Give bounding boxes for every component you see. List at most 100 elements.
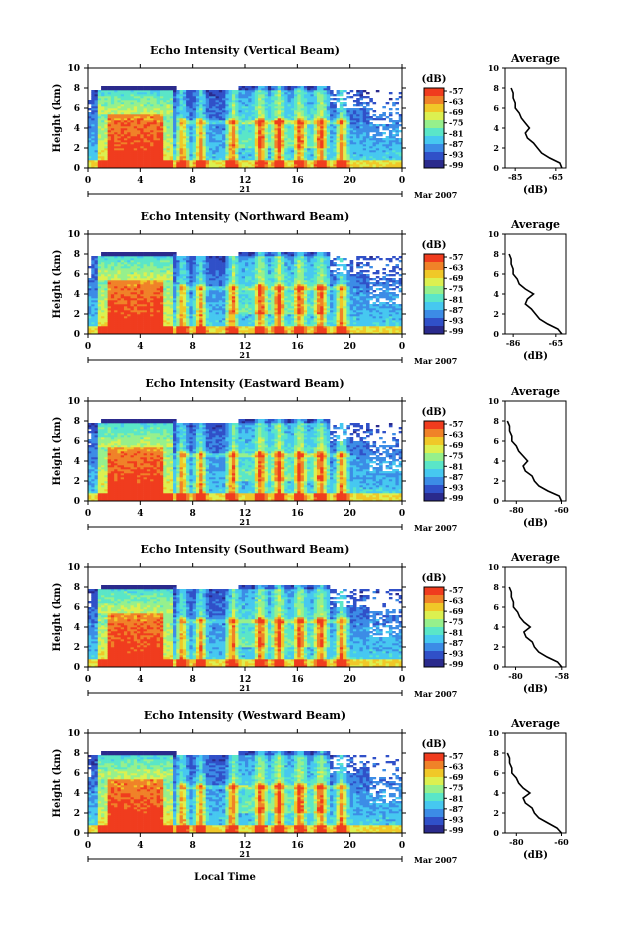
heatmap-cell — [356, 90, 360, 92]
heatmap-cell — [140, 118, 144, 120]
colorbar-segment — [424, 120, 444, 122]
heatmap-cell — [235, 126, 239, 128]
heatmap-cell — [98, 104, 102, 106]
heatmap-cell — [350, 158, 354, 160]
heatmap-cell — [117, 294, 121, 296]
heatmap-cell — [232, 136, 236, 138]
heatmap-cell — [127, 300, 131, 302]
heatmap-cell — [304, 158, 308, 160]
heatmap-cell — [284, 94, 288, 96]
heatmap-cell — [307, 120, 311, 122]
heatmap-cell — [157, 324, 161, 326]
heatmap-cell — [176, 122, 180, 124]
heatmap-cell — [193, 140, 197, 142]
heatmap-cell — [183, 314, 187, 316]
heatmap-cell — [359, 160, 363, 162]
heatmap-cell — [108, 130, 112, 132]
heatmap-cell — [337, 114, 341, 116]
heatmap-cell — [167, 256, 171, 258]
heatmap-cell — [291, 92, 295, 94]
heatmap-cell — [117, 262, 121, 264]
heatmap-cell — [395, 140, 399, 142]
heatmap-cell — [173, 268, 177, 270]
heatmap-cell — [104, 254, 108, 256]
heatmap-cell — [140, 148, 144, 150]
heatmap-cell — [389, 148, 393, 150]
heatmap-cell — [376, 144, 380, 146]
heatmap-cell — [117, 276, 121, 278]
heatmap-cell — [95, 284, 99, 286]
heatmap-cell — [248, 140, 252, 142]
heatmap-cell — [147, 122, 151, 124]
heatmap-cell — [176, 280, 180, 282]
heatmap-cell — [314, 138, 318, 140]
heatmap-cell — [117, 316, 121, 318]
heatmap-cell — [389, 126, 393, 128]
heatmap-cell — [206, 160, 210, 162]
colorbar-segment — [424, 122, 444, 124]
heatmap-cell — [297, 124, 301, 126]
heatmap-cell — [281, 142, 285, 144]
heatmap-cell — [281, 138, 285, 140]
heatmap-cell — [245, 160, 249, 162]
heatmap-cell — [278, 158, 282, 160]
heatmap-cell — [114, 142, 118, 144]
heatmap-cell — [167, 272, 171, 274]
heatmap-cell — [359, 150, 363, 152]
heatmap-cell — [206, 114, 210, 116]
heatmap-cell — [382, 156, 386, 158]
heatmap-cell — [98, 322, 102, 324]
heatmap-cell — [121, 306, 125, 308]
heatmap-cell — [140, 96, 144, 98]
heatmap-cell — [232, 130, 236, 132]
heatmap-cell — [167, 114, 171, 116]
heatmap-cell — [392, 142, 396, 144]
heatmap-cell — [199, 152, 203, 154]
colorbar-tick-label: -93 — [449, 149, 464, 159]
heatmap-cell — [163, 302, 167, 304]
heatmap-cell — [91, 106, 95, 108]
heatmap-cell — [160, 106, 164, 108]
heatmap-cell — [140, 266, 144, 268]
heatmap-cell — [88, 118, 92, 120]
heatmap-cell — [176, 112, 180, 114]
heatmap-cell — [350, 142, 354, 144]
heatmap-cell — [248, 110, 252, 112]
average-frame — [505, 68, 566, 168]
heatmap-cell — [163, 314, 167, 316]
heatmap-cell — [91, 314, 95, 316]
heatmap-cell — [137, 288, 141, 290]
heatmap-cell — [150, 90, 154, 92]
heatmap-cell — [225, 150, 229, 152]
heatmap-cell — [117, 290, 121, 292]
heatmap-cell — [157, 272, 161, 274]
heatmap-cell — [114, 96, 118, 98]
heatmap-cell — [265, 122, 269, 124]
heatmap-cell — [343, 134, 347, 136]
heatmap-cell — [333, 136, 337, 138]
heatmap-cell — [225, 158, 229, 160]
heatmap-cell — [343, 130, 347, 132]
heatmap-cell — [167, 118, 171, 120]
heatmap-cell — [330, 112, 334, 114]
heatmap-cell — [163, 88, 167, 90]
heatmap-cell — [117, 282, 121, 284]
heatmap-cell — [235, 118, 239, 120]
heatmap-cell — [88, 120, 92, 122]
heatmap-cell — [261, 96, 265, 98]
heatmap-cell — [180, 90, 184, 92]
heatmap-cell — [255, 132, 259, 134]
heatmap-cell — [91, 138, 95, 140]
heatmap-cell — [124, 288, 128, 290]
heatmap-cell — [186, 288, 190, 290]
heatmap-cell — [209, 148, 213, 150]
heatmap-cell — [101, 288, 105, 290]
heatmap-cell — [281, 104, 285, 106]
heatmap-cell — [314, 110, 318, 112]
heatmap-cell — [95, 128, 99, 130]
heatmap-cell — [144, 124, 148, 126]
heatmap-cell — [310, 102, 314, 104]
heatmap-cell — [114, 268, 118, 270]
heatmap-cell — [183, 330, 187, 332]
heatmap-cell — [137, 110, 141, 112]
